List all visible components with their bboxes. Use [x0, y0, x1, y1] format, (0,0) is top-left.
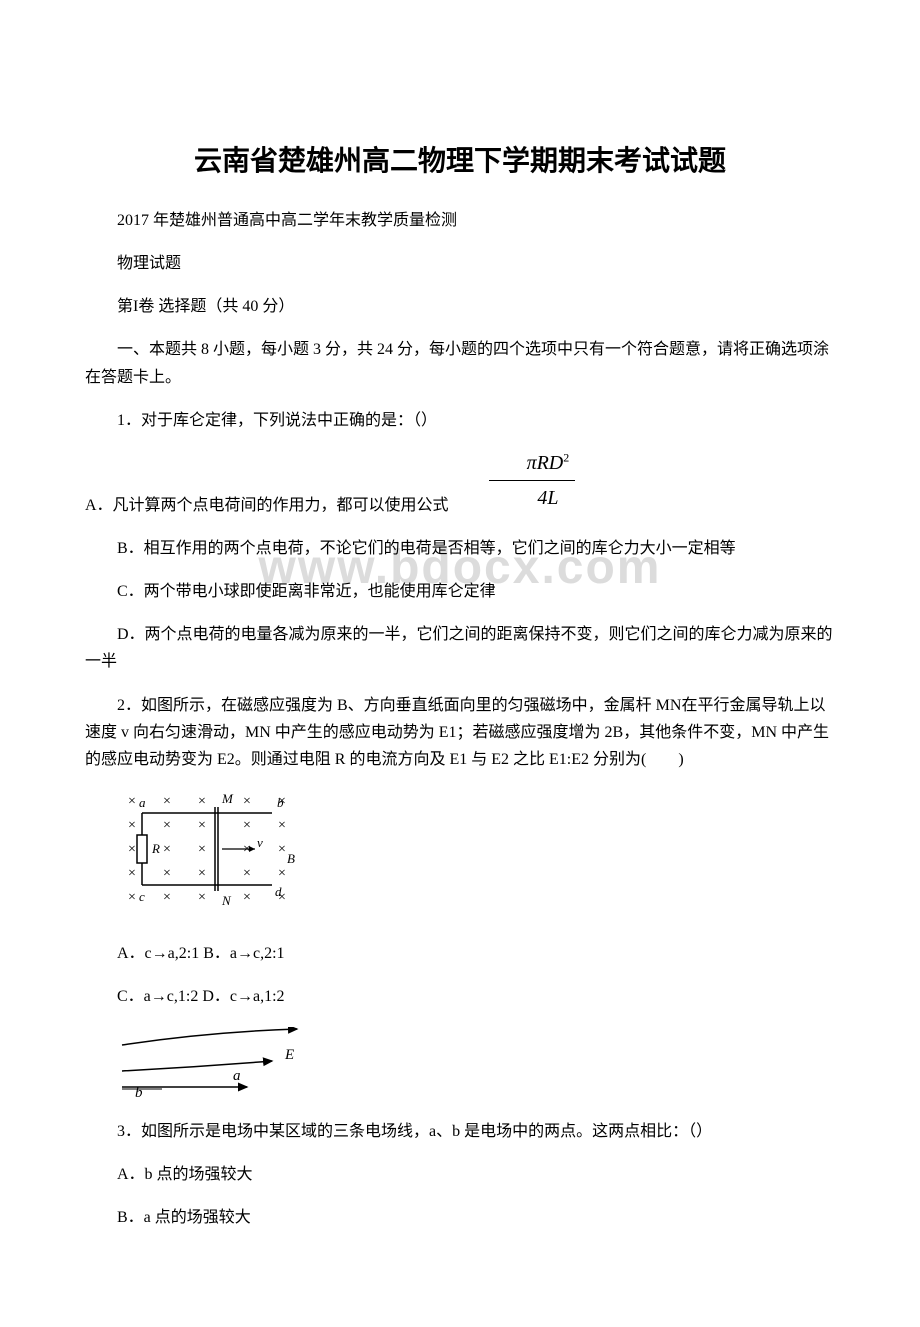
svg-text:×: ×: [198, 890, 206, 905]
subtitle-year: 2017 年楚雄州普通高中高二学年末教学质量检测: [85, 207, 835, 234]
q1-option-d: D．两个点电荷的电量各减为原来的一半，它们之间的距离保持不变，则它们之间的库仑力…: [85, 621, 835, 675]
svg-text:N: N: [221, 893, 232, 908]
svg-text:×: ×: [243, 890, 251, 905]
svg-text:×: ×: [198, 866, 206, 881]
formula-numerator-sup: 2: [563, 450, 569, 464]
svg-text:a: a: [233, 1068, 241, 1084]
svg-text:d: d: [275, 884, 282, 899]
svg-text:B: B: [287, 851, 295, 866]
svg-text:c: c: [139, 889, 145, 904]
svg-text:×: ×: [128, 866, 136, 881]
svg-text:×: ×: [163, 866, 171, 881]
svg-text:×: ×: [163, 842, 171, 857]
formula-denominator: 4L: [489, 480, 576, 515]
svg-text:×: ×: [243, 818, 251, 833]
svg-text:×: ×: [198, 842, 206, 857]
svg-text:×: ×: [198, 818, 206, 833]
document-title: 云南省楚雄州高二物理下学期期末考试试题: [85, 139, 835, 179]
svg-text:×: ×: [128, 842, 136, 857]
svg-text:v: v: [257, 835, 263, 850]
instructions: 一、本题共 8 小题，每小题 3 分，共 24 分，每小题的四个选项中只有一个符…: [85, 336, 835, 390]
formula-numerator-base: πRD: [527, 452, 564, 474]
q1-option-a: A．凡计算两个点电荷间的作用力，都可以使用公式 πRD2 4L: [85, 450, 835, 519]
svg-text:b: b: [135, 1085, 143, 1097]
subtitle-subject: 物理试题: [85, 250, 835, 277]
svg-text:×: ×: [128, 890, 136, 905]
q1-opt-a-text: A．凡计算两个点电荷间的作用力，都可以使用公式: [85, 492, 449, 519]
q2-options-ab: A．c→a,2:1 B．a→c,2:1: [85, 940, 835, 967]
q1-formula: πRD2 4L: [489, 446, 576, 515]
svg-text:×: ×: [198, 794, 206, 809]
q2-options-cd: C．a→c,1:2 D．c→a,1:2: [85, 983, 835, 1010]
q2-stem: 2．如图所示，在磁感应强度为 B、方向垂直纸面向里的匀强磁场中，金属杆 MN在平…: [85, 692, 835, 774]
svg-text:R: R: [151, 841, 160, 856]
svg-text:×: ×: [163, 794, 171, 809]
svg-text:×: ×: [278, 866, 286, 881]
svg-text:×: ×: [163, 890, 171, 905]
q1-stem: 1．对于库仑定律，下列说法中正确的是：（）: [85, 407, 835, 434]
svg-text:b: b: [277, 795, 284, 810]
svg-text:M: M: [221, 791, 234, 806]
svg-text:×: ×: [243, 794, 251, 809]
q3-stem: 3．如图所示是电场中某区域的三条电场线，a、b 是电场中的两点。这两点相比：（）: [85, 1118, 835, 1145]
q3-field-diagram: E a b: [117, 1027, 835, 1102]
svg-text:×: ×: [278, 818, 286, 833]
q1-option-c: C．两个带电小球即使距离非常近，也能使用库仑定律: [85, 578, 835, 605]
svg-text:×: ×: [163, 818, 171, 833]
q2-circuit-diagram: ××××× ××××× ××××× ××××× ×××××: [117, 789, 835, 924]
svg-text:×: ×: [278, 842, 286, 857]
svg-text:E: E: [284, 1047, 294, 1063]
svg-text:×: ×: [243, 866, 251, 881]
q3-option-a: A．b 点的场强较大: [85, 1161, 835, 1188]
svg-text:×: ×: [128, 818, 136, 833]
section-intro: 第I卷 选择题（共 40 分）: [85, 293, 835, 320]
q3-option-b: B．a 点的场强较大: [85, 1204, 835, 1231]
q1-option-b: B．相互作用的两个点电荷，不论它们的电荷是否相等，它们之间的库仑力大小一定相等: [85, 535, 835, 562]
svg-text:a: a: [139, 795, 146, 810]
svg-text:×: ×: [128, 794, 136, 809]
